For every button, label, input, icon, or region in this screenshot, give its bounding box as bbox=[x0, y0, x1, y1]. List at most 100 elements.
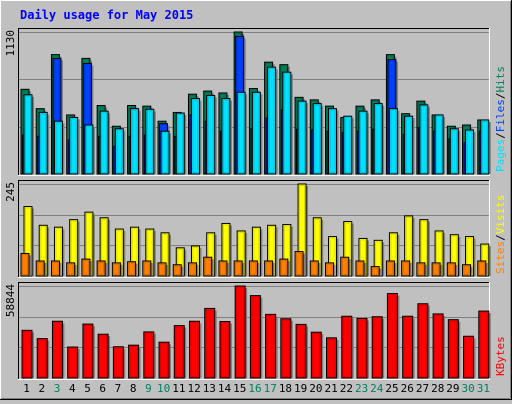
bar-sites-day-25 bbox=[385, 260, 397, 277]
bar-kbytes-day-11-body bbox=[173, 325, 185, 379]
bar-kbytes-day-10-bevel bbox=[160, 343, 169, 378]
x-tick-label: 27 bbox=[416, 382, 429, 395]
legend-hits: Hits bbox=[494, 66, 507, 93]
bar-kbytes-day-18-body bbox=[280, 318, 292, 379]
bar-kbytes-day-17-bevel bbox=[266, 315, 275, 377]
bar-pages-day-5-body bbox=[84, 124, 94, 175]
bar-pages-day-6-bevel bbox=[101, 112, 108, 174]
bar-kbytes-day-2-body bbox=[36, 338, 48, 379]
x-tick-label: 25 bbox=[385, 382, 398, 395]
bar-kbytes-day-6 bbox=[97, 333, 111, 379]
bar-sites-day-29 bbox=[446, 262, 458, 277]
bar-kbytes-day-15-body bbox=[234, 285, 246, 379]
bar-kbytes-day-20 bbox=[310, 331, 324, 379]
bar-pages-day-27 bbox=[419, 104, 430, 175]
bar-sites-day-13-body bbox=[203, 256, 213, 277]
bar-kbytes-day-4-bevel bbox=[68, 348, 77, 378]
bar-pages-day-26-body bbox=[404, 115, 414, 175]
bar-kbytes-day-5-bevel bbox=[83, 325, 92, 377]
bar-sites-day-14-bevel bbox=[219, 261, 226, 275]
bar-kbytes-day-25-body bbox=[386, 293, 398, 379]
bar-sites-day-17-body bbox=[264, 260, 274, 277]
bar-pages-day-16-body bbox=[251, 91, 261, 175]
legend-text: Pages/Files/Hits bbox=[494, 66, 507, 172]
bar-pages-day-22 bbox=[343, 115, 354, 175]
bar-kbytes-day-26 bbox=[402, 315, 415, 379]
x-tick-label: 15 bbox=[233, 382, 246, 395]
bar-sites-day-11-body bbox=[172, 264, 182, 277]
bar-kbytes-day-23-bevel bbox=[357, 319, 366, 378]
bar-kbytes-day-1 bbox=[21, 329, 34, 379]
bar-sites-day-19 bbox=[294, 251, 306, 277]
x-tick-label: 19 bbox=[294, 382, 307, 395]
bar-sites-day-7-bevel bbox=[113, 263, 120, 276]
bar-sites-day-15-body bbox=[233, 260, 243, 277]
bar-sites-day-7 bbox=[111, 262, 123, 277]
bar-pages-day-25 bbox=[388, 108, 400, 175]
bar-kbytes-day-19 bbox=[295, 323, 309, 379]
bar-kbytes-day-16-body bbox=[249, 295, 261, 379]
bar-pages-day-6-body bbox=[99, 110, 109, 175]
bar-kbytes-day-27-body bbox=[417, 303, 429, 379]
bar-kbytes-day-8 bbox=[128, 344, 141, 379]
bar-sites-day-15-bevel bbox=[235, 261, 242, 275]
bar-pages-day-26-bevel bbox=[405, 117, 412, 173]
bar-pages-day-31 bbox=[480, 119, 491, 175]
x-tick-label: 6 bbox=[99, 382, 106, 395]
x-tick-label: 13 bbox=[203, 382, 216, 395]
bar-sites-day-18-bevel bbox=[280, 260, 287, 276]
max-label: 245 bbox=[4, 182, 17, 202]
bar-sites-day-8 bbox=[127, 261, 138, 277]
bar-pages-day-31-bevel bbox=[481, 120, 488, 173]
bar-pages-day-6 bbox=[99, 110, 111, 175]
bar-sites-day-29-body bbox=[446, 262, 456, 277]
bar-kbytes-day-14 bbox=[219, 321, 232, 379]
bar-pages-day-12 bbox=[190, 98, 202, 175]
bar-sites-day-23 bbox=[355, 260, 366, 277]
bar-pages-day-30 bbox=[465, 129, 476, 175]
bar-sites-day-5-bevel bbox=[82, 260, 89, 276]
bar-pages-day-29 bbox=[449, 128, 461, 175]
bar-sites-day-9-bevel bbox=[143, 261, 150, 275]
bar-kbytes-day-20-bevel bbox=[312, 333, 321, 377]
bar-kbytes-day-31-body bbox=[478, 310, 490, 379]
bar-sites-day-26-body bbox=[401, 260, 411, 277]
bar-kbytes-day-1-body bbox=[21, 329, 33, 379]
bar-kbytes-day-3 bbox=[51, 320, 65, 379]
bar-sites-day-21 bbox=[325, 262, 336, 277]
bar-sites-day-4-body bbox=[66, 262, 76, 277]
bar-kbytes-day-21 bbox=[326, 337, 339, 379]
bar-pages-day-16-bevel bbox=[253, 93, 260, 173]
bar-pages-day-8-body bbox=[130, 108, 140, 175]
bar-sites-day-6-bevel bbox=[98, 261, 105, 275]
x-tick-label: 16 bbox=[248, 382, 261, 395]
bar-sites-day-28-bevel bbox=[433, 263, 440, 276]
bar-pages-day-5 bbox=[84, 124, 95, 175]
bar-sites-day-3-bevel bbox=[52, 261, 59, 275]
bar-pages-day-4 bbox=[69, 116, 80, 175]
x-tick-label: 28 bbox=[431, 382, 444, 395]
bar-pages-day-28 bbox=[434, 114, 446, 175]
chart-title: Daily usage for May 2015 bbox=[20, 8, 193, 22]
bar-sites-day-5-body bbox=[81, 258, 91, 277]
bar-pages-day-21-bevel bbox=[329, 109, 336, 173]
bar-kbytes-day-12-body bbox=[188, 320, 200, 379]
bar-sites-day-1-bevel bbox=[22, 254, 28, 276]
bar-pages-day-12-body bbox=[190, 98, 200, 175]
bar-kbytes-day-24-body bbox=[371, 316, 383, 379]
bar-kbytes-day-6-body bbox=[97, 333, 109, 379]
bar-pages-day-10-bevel bbox=[162, 132, 169, 173]
bars bbox=[21, 285, 491, 379]
bar-pages-day-28-body bbox=[434, 114, 444, 175]
panel-kbytes: 58844 KBytes bbox=[4, 282, 507, 380]
bar-sites-day-3 bbox=[50, 260, 62, 277]
bar-kbytes-day-31-bevel bbox=[479, 312, 488, 377]
bar-kbytes-day-9-bevel bbox=[144, 332, 153, 377]
bar-kbytes-day-8-body bbox=[128, 344, 140, 379]
x-tick-label: 14 bbox=[218, 382, 232, 395]
bar-sites-day-10 bbox=[157, 262, 169, 277]
bar-kbytes-day-16 bbox=[249, 295, 263, 379]
legend-files: Files bbox=[494, 99, 507, 132]
x-tick-label: 8 bbox=[130, 382, 137, 395]
